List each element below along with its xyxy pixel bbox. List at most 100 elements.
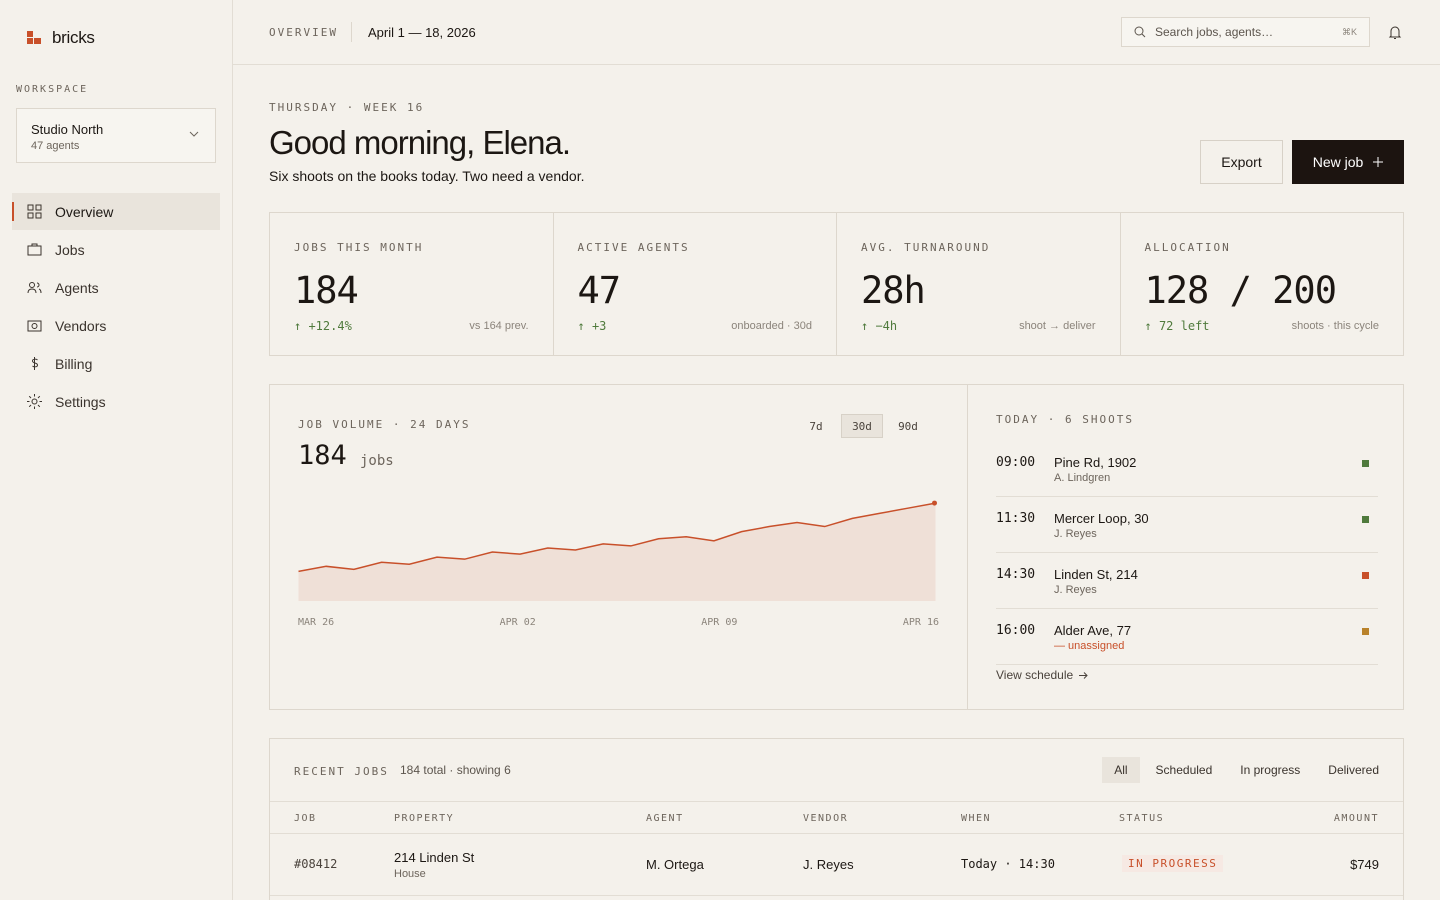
- kpi-row: JOBS THIS MONTH 184 ↑ +12.4% vs 164 prev. AC…: [269, 212, 1404, 356]
- workspace-sub: 47 agents: [31, 140, 80, 152]
- chevron: [189, 131, 199, 137]
- filter-tab[interactable]: Scheduled: [1155, 763, 1213, 777]
- column-header: AGENT: [646, 813, 684, 824]
- export-button[interactable]: Export: [1200, 140, 1283, 184]
- amount: $749: [1350, 857, 1379, 872]
- date-range[interactable]: April 1 — 18, 2026: [368, 25, 476, 40]
- filter-tab[interactable]: In progress: [1240, 763, 1301, 777]
- shoot-row[interactable]: 16:00 Alder Ave, 77 — unassigned: [996, 609, 1378, 665]
- kpi-label: ALLOCATION: [1144, 241, 1231, 254]
- column-header: WHEN: [961, 813, 992, 824]
- subtitle: Six shoots on the books today. Two need …: [269, 168, 585, 184]
- today-title: TODAY · 6 SHOOTS: [996, 413, 1134, 426]
- column-header: STATUS: [1119, 813, 1165, 824]
- shoot-row[interactable]: 11:30 Mercer Loop, 30 J. Reyes: [996, 497, 1378, 553]
- when: Today · 14:30: [961, 857, 1055, 871]
- kpi-value: 184: [294, 269, 359, 312]
- workspace-select[interactable]: Studio North 47 agents: [16, 108, 216, 163]
- kpi-value: 47: [577, 269, 622, 312]
- nav-item[interactable]: Overview: [12, 193, 220, 230]
- kpi-note: vs 164 prev.: [469, 320, 529, 332]
- agent: M. Ortega: [646, 857, 704, 872]
- shoot-place: Pine Rd, 1902: [1054, 455, 1137, 470]
- kpi-label: JOBS THIS MONTH: [294, 241, 424, 254]
- kpi-card: AVG. TURNAROUND 28h ↑ −4h shoot → deliver: [837, 213, 1121, 355]
- workspace-name: Studio North: [31, 122, 104, 137]
- status-dot: [1362, 572, 1369, 579]
- plus: [1373, 157, 1384, 167]
- eyebrow: THURSDAY · WEEK 16: [269, 101, 425, 114]
- filter-tab[interactable]: All: [1102, 757, 1140, 783]
- total: 184: [298, 440, 347, 471]
- status: IN PROGRESS: [1122, 855, 1224, 872]
- new-job-button[interactable]: New job: [1292, 140, 1404, 184]
- nav-icon: [27, 243, 42, 256]
- chart-title: JOB VOLUME · 24 DAYS: [298, 418, 471, 431]
- table-row[interactable]: #08412 214 Linden St House M. Ortega J. Reye…: [270, 834, 1403, 896]
- nav-item[interactable]: Settings: [12, 383, 220, 420]
- end-point: [932, 500, 937, 506]
- range-tab[interactable]: 90d: [898, 419, 918, 433]
- recent-meta: 184 total · showing 6: [400, 763, 511, 777]
- kpi-value: 28h: [861, 269, 926, 312]
- kpi-delta: ↑ 72 left: [1144, 319, 1210, 333]
- vendor: J. Reyes: [803, 857, 854, 872]
- search-icon: [1134, 26, 1146, 38]
- search[interactable]: Search jobs, agents… ⌘K: [1121, 17, 1370, 47]
- kpi-label: AVG. TURNAROUND: [861, 241, 991, 254]
- kpi-note: onboarded · 30d: [731, 320, 812, 332]
- column-header: AMOUNT: [1333, 813, 1379, 824]
- shoot-agent: A. Lindgren: [1054, 472, 1111, 484]
- topbar: OVERVIEW April 1 — 18, 2026 Search jobs,…: [233, 0, 1440, 65]
- nav-item[interactable]: Vendors: [12, 307, 220, 344]
- shoot-time: 11:30: [996, 511, 1036, 526]
- line-chart: [298, 500, 937, 601]
- kpi-value: 128 / 200: [1144, 269, 1337, 312]
- job-id: #08412: [294, 857, 338, 871]
- nav-icon: [31, 357, 39, 370]
- x-axis: MAR 26 APR 02 APR 09 APR 16: [298, 617, 939, 628]
- range-tab[interactable]: 30d: [841, 414, 883, 438]
- shoot-row[interactable]: 09:00 Pine Rd, 1902 A. Lindgren: [996, 441, 1378, 497]
- greeting: Good morning, Elena.: [269, 124, 571, 161]
- volume-card: JOB VOLUME · 24 DAYS 184 jobs 7d 30d 90d M…: [269, 384, 1404, 710]
- range-tab[interactable]: 7d: [809, 419, 823, 433]
- bell[interactable]: [1388, 25, 1402, 40]
- filter-tab[interactable]: Delivered: [1328, 763, 1379, 777]
- kpi-card: ALLOCATION 128 / 200 ↑ 72 left shoots · thi…: [1121, 213, 1404, 355]
- range-tabs: 7d 30d 90d: [795, 414, 929, 438]
- brand[interactable]: bricks: [26, 28, 95, 48]
- nav-label: Agents: [55, 279, 99, 296]
- nav-label: Overview: [55, 203, 114, 220]
- button-label: New job: [1312, 154, 1364, 170]
- property-kind: House: [394, 868, 426, 880]
- nav-item[interactable]: Billing: [12, 345, 220, 382]
- shortcut: ⌘K: [1341, 26, 1357, 37]
- shoot-place: Alder Ave, 77: [1054, 623, 1132, 638]
- chart-panel: JOB VOLUME · 24 DAYS 184 jobs 7d 30d 90d M…: [270, 385, 968, 709]
- divider: [351, 22, 352, 42]
- x-tick-label: APR 16: [902, 617, 939, 628]
- view-schedule[interactable]: View schedule: [996, 668, 1088, 682]
- column-header: VENDOR: [803, 813, 849, 824]
- nav-icon: [27, 394, 42, 409]
- arrow: [1079, 671, 1088, 679]
- sidebar: bricks WORKSPACE Studio North 47 agents …: [0, 0, 233, 900]
- kpi-label: ACTIVE AGENTS: [577, 241, 690, 254]
- status-dot: [1362, 628, 1369, 635]
- nav-label: Billing: [55, 355, 93, 372]
- table-header: JOB PROPERTY AGENT VENDOR WHEN STATUS AMOUNT: [270, 801, 1403, 834]
- nav-item[interactable]: Agents: [12, 269, 220, 306]
- shoot-row[interactable]: 14:30 Linden St, 214 J. Reyes: [996, 553, 1378, 609]
- shoot-time: 14:30: [996, 567, 1036, 582]
- nav-label: Vendors: [55, 317, 107, 334]
- nav-item[interactable]: Jobs: [12, 231, 220, 268]
- shoot-time: 16:00: [996, 623, 1036, 638]
- nav: Overview Jobs Agents Vendors Billing Settings: [12, 193, 220, 421]
- shoot-place: Linden St, 214: [1054, 567, 1138, 582]
- logo: [27, 31, 41, 44]
- shoot-place: Mercer Loop, 30: [1054, 511, 1149, 526]
- nav-label: Jobs: [55, 241, 85, 258]
